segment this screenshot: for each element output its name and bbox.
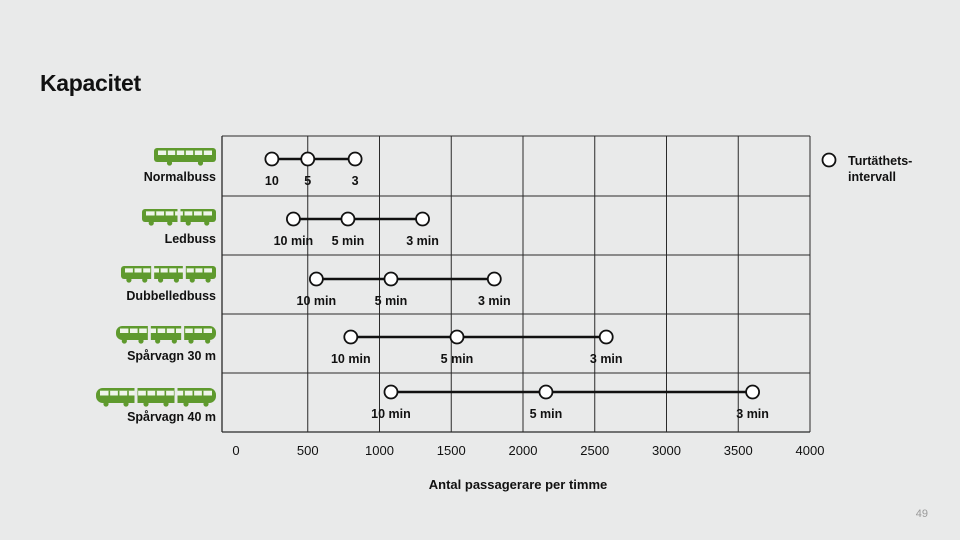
interval-point [486,271,502,287]
series-0: 10 5 3 [264,151,363,188]
wheel [205,338,211,344]
wheel [203,401,209,407]
page-number: 49 [915,508,928,520]
interval-point [745,384,760,400]
x-tick-label: 3500 [724,443,753,458]
interval-label: 5 min [332,234,365,248]
interval-point [383,271,399,287]
wheel [123,401,129,407]
vehicle-name: Normalbuss [144,170,216,184]
tram-40m-icon [96,388,216,407]
interval-label: 5 min [375,294,408,308]
vehicle-name: Spårvagn 30 m [127,349,216,363]
wheel [204,220,210,226]
interval-label: 3 min [478,294,511,308]
x-tick-label: 1500 [437,443,466,458]
interval-label: 5 [304,174,311,188]
articulation-joint [181,326,185,340]
articulation-joint [174,388,178,403]
articulation-joint [147,326,151,340]
chart-legend: Turtäthets-intervall [821,152,912,184]
interval-label: 3 [352,174,359,188]
chart-grid [221,135,811,433]
wheel [167,220,173,226]
interval-label: 10 min [274,234,314,248]
wheel [155,338,161,344]
wheel [166,160,173,166]
interval-label: 3 min [736,407,769,421]
x-tick-label: 2000 [509,443,538,458]
legend-label-line: Turtäthets- [848,154,912,168]
interval-label: 5 min [441,352,474,366]
vehicle-name: Dubbelledbuss [126,289,216,303]
legend-marker [821,152,837,168]
series-1: 10 min 5 min 3 min [274,211,439,248]
vehicle-icons: Normalbuss Ledbuss Dubbelledbuss Spårvagn 3… [96,148,216,424]
interval-point [340,211,356,227]
wheel [188,338,194,344]
interval-label: 5 min [530,407,563,421]
slide-title: Kapacitet [40,70,141,96]
articulated-bus-icon [142,209,216,226]
wheel [173,277,180,283]
x-tick-label: 1000 [365,443,394,458]
wheel [103,401,109,407]
interval-label: 3 min [590,352,623,366]
wheel [163,401,169,407]
x-tick-label: 500 [297,443,319,458]
wheel [183,401,189,407]
legend-label-line: intervall [848,170,896,184]
bus-icon [154,148,216,166]
wheel [185,220,191,226]
wheel [126,277,132,283]
interval-point [343,329,359,345]
x-axis-label: Antal passagerare per timme [429,477,607,492]
interval-point [264,151,280,167]
wheel [205,277,211,283]
legend-label: Turtäthets-intervall [848,154,912,184]
x-tick-label: 4000 [796,443,825,458]
tram-30m-icon [116,326,216,344]
series-4: 10 min 5 min 3 min [371,384,769,421]
wheel [148,220,154,226]
vehicle-name: Spårvagn 40 m [127,410,216,424]
articulation-joint [134,388,138,403]
series-2: 10 min 5 min 3 min [297,271,511,308]
interval-point [308,271,324,287]
wheel [157,277,164,283]
interval-point [347,151,363,167]
interval-point [598,329,614,345]
articulation-joint [177,209,181,222]
interval-point [538,384,554,400]
interval-label: 3 min [406,234,439,248]
interval-label: 10 min [371,407,411,421]
wheel [142,277,148,283]
interval-point [300,151,316,167]
wheel [143,401,149,407]
double-articulated-bus-icon [121,266,216,283]
wheel [138,338,144,344]
x-tick-label: 3000 [652,443,681,458]
interval-point [383,384,399,400]
x-tick-label: 2500 [580,443,609,458]
x-tick-label: 0 [232,443,239,458]
series-3: 10 min 5 min 3 min [331,329,623,366]
interval-point [285,211,301,227]
x-axis: 0 500 1000 1500 2000 2500 3000 3500 4000 Antal pa… [232,443,824,492]
wheel [197,160,204,166]
wheel [121,338,127,344]
interval-label: 10 [265,174,279,188]
interval-label: 10 min [331,352,371,366]
wheel [189,277,195,283]
articulation-joint [151,266,155,279]
articulation-joint [182,266,186,279]
interval-point [415,211,430,227]
interval-label: 10 min [297,294,337,308]
interval-point [449,329,465,345]
wheel [171,338,177,344]
vehicle-name: Ledbuss [165,232,216,246]
